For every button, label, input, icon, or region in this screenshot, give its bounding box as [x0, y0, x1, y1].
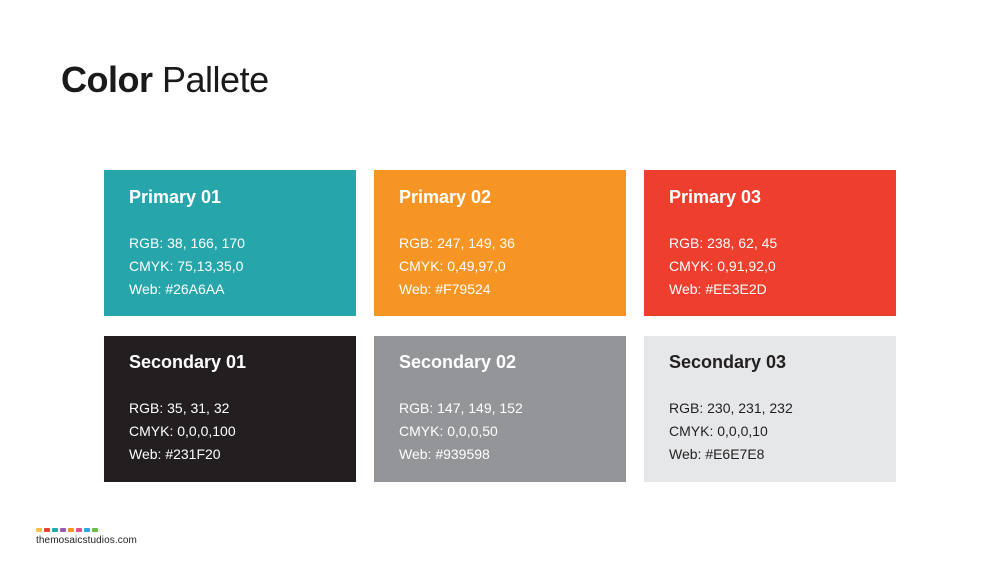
- logo-dot: [44, 528, 50, 532]
- swatch-web: Web: #26A6AA: [129, 281, 225, 297]
- swatch-cmyk: CMYK: 0,0,0,100: [129, 423, 236, 439]
- swatch-primary-03: Primary 03 RGB: 238, 62, 45 CMYK: 0,91,9…: [644, 170, 896, 316]
- swatch-web: Web: #231F20: [129, 446, 221, 462]
- page-title: Color Pallete: [61, 58, 269, 102]
- swatch-web: Web: #EE3E2D: [669, 281, 767, 297]
- swatch-cmyk: CMYK: 0,49,97,0: [399, 258, 506, 274]
- swatch-web: Web: #939598: [399, 446, 490, 462]
- logo-dot: [36, 528, 42, 532]
- logo-dot: [52, 528, 58, 532]
- swatch-web: Web: #E6E7E8: [669, 446, 765, 462]
- swatch-cmyk: CMYK: 75,13,35,0: [129, 258, 244, 274]
- swatch-rgb: RGB: 238, 62, 45: [669, 235, 778, 251]
- brand-footer: themosaicstudios.com: [36, 528, 137, 547]
- swatch-cmyk: CMYK: 0,0,0,50: [399, 423, 498, 439]
- brand-logo-dots: [36, 528, 137, 532]
- swatch-rgb: RGB: 230, 231, 232: [669, 400, 793, 416]
- title-bold-part: Color: [61, 59, 153, 100]
- logo-dot: [60, 528, 66, 532]
- swatch-rgb: RGB: 38, 166, 170: [129, 235, 245, 251]
- swatch-name: Primary 02: [399, 187, 492, 207]
- swatch-secondary-03: Secondary 03 RGB: 230, 231, 232 CMYK: 0,…: [644, 336, 896, 482]
- swatch-secondary-01: Secondary 01 RGB: 35, 31, 32 CMYK: 0,0,0…: [104, 336, 356, 482]
- logo-dot: [92, 528, 98, 532]
- logo-dot: [68, 528, 74, 532]
- swatch-name: Primary 01: [129, 187, 222, 207]
- swatch-primary-01: Primary 01 RGB: 38, 166, 170 CMYK: 75,13…: [104, 170, 356, 316]
- logo-dot: [84, 528, 90, 532]
- swatch-name: Secondary 01: [129, 352, 247, 372]
- swatch-grid: Primary 01 RGB: 38, 166, 170 CMYK: 75,13…: [104, 170, 896, 482]
- swatch-rgb: RGB: 247, 149, 36: [399, 235, 515, 251]
- swatch-cmyk: CMYK: 0,0,0,10: [669, 423, 768, 439]
- swatch-primary-02: Primary 02 RGB: 247, 149, 36 CMYK: 0,49,…: [374, 170, 626, 316]
- logo-dot: [76, 528, 82, 532]
- swatch-rgb: RGB: 147, 149, 152: [399, 400, 523, 416]
- swatch-name: Primary 03: [669, 187, 762, 207]
- brand-website: themosaicstudios.com: [36, 535, 137, 546]
- swatch-web: Web: #F79524: [399, 281, 491, 297]
- swatch-rgb: RGB: 35, 31, 32: [129, 400, 230, 416]
- swatch-name: Secondary 02: [399, 352, 517, 372]
- swatch-cmyk: CMYK: 0,91,92,0: [669, 258, 776, 274]
- swatch-secondary-02: Secondary 02 RGB: 147, 149, 152 CMYK: 0,…: [374, 336, 626, 482]
- swatch-name: Secondary 03: [669, 352, 787, 372]
- title-light-part: Pallete: [162, 59, 269, 100]
